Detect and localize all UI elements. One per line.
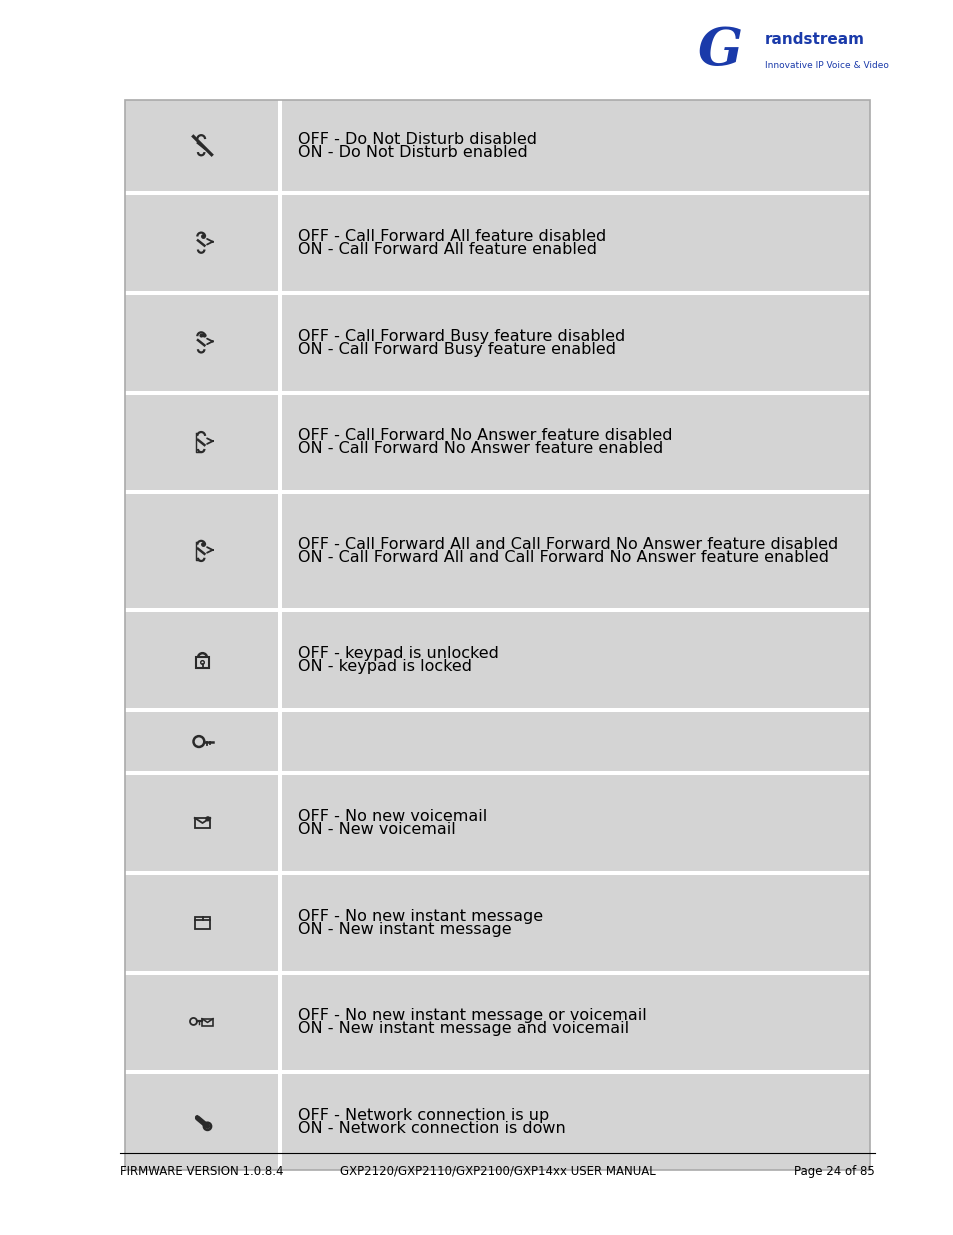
Bar (125, 613, 869, 708)
Text: ON - keypad is locked: ON - keypad is locked (297, 659, 472, 674)
Bar (125, 1074, 869, 1170)
Text: OFF - Do Not Disturb disabled: OFF - Do Not Disturb disabled (297, 132, 537, 147)
Bar (125, 711, 869, 771)
Text: OFF - No new instant message: OFF - No new instant message (297, 909, 542, 924)
Text: OFF - Network connection is up: OFF - Network connection is up (297, 1108, 549, 1123)
Bar (125, 974, 869, 1071)
Bar (125, 191, 869, 195)
Bar (194, 818, 210, 829)
Bar (125, 100, 869, 1170)
Bar (277, 874, 282, 971)
Circle shape (205, 816, 211, 821)
Bar (125, 871, 869, 874)
Bar (195, 657, 209, 668)
Bar (125, 394, 869, 490)
Text: OFF - keypad is unlocked: OFF - keypad is unlocked (297, 646, 498, 661)
Text: ON - New instant message: ON - New instant message (297, 921, 511, 936)
Text: FIRMWARE VERSION 1.0.8.4: FIRMWARE VERSION 1.0.8.4 (120, 1165, 283, 1178)
Text: G: G (697, 25, 741, 75)
Bar (125, 291, 869, 295)
Bar (125, 490, 869, 494)
Bar (277, 195, 282, 291)
Bar (125, 771, 869, 776)
Text: Innovative IP Voice & Video: Innovative IP Voice & Video (764, 61, 888, 69)
Text: ON - Do Not Disturb enabled: ON - Do Not Disturb enabled (297, 144, 527, 159)
Text: ON - Call Forward All and Call Forward No Answer feature enabled: ON - Call Forward All and Call Forward N… (297, 551, 828, 566)
Text: ON - New voicemail: ON - New voicemail (297, 823, 456, 837)
Bar (125, 295, 869, 390)
Bar (277, 776, 282, 871)
Bar (125, 494, 869, 608)
Text: randstream: randstream (764, 32, 864, 47)
Bar (195, 916, 210, 929)
Bar (277, 974, 282, 1071)
Bar (125, 1071, 869, 1074)
Bar (125, 100, 869, 191)
Bar (125, 195, 869, 291)
Text: Page 24 of 85: Page 24 of 85 (794, 1165, 874, 1178)
Text: ON - Call Forward No Answer feature enabled: ON - Call Forward No Answer feature enab… (297, 441, 662, 457)
Text: OFF - Call Forward Busy feature disabled: OFF - Call Forward Busy feature disabled (297, 329, 624, 343)
Bar (125, 874, 869, 971)
Text: OFF - Call Forward No Answer feature disabled: OFF - Call Forward No Answer feature dis… (297, 429, 672, 443)
Bar (277, 1074, 282, 1170)
Text: ON - Call Forward All feature enabled: ON - Call Forward All feature enabled (297, 242, 597, 257)
Text: ON - New instant message and voicemail: ON - New instant message and voicemail (297, 1021, 628, 1036)
Text: ON - Call Forward Busy feature enabled: ON - Call Forward Busy feature enabled (297, 342, 616, 357)
Bar (125, 971, 869, 974)
Text: GXP2120/GXP2110/GXP2100/GXP14xx USER MANUAL: GXP2120/GXP2110/GXP2100/GXP14xx USER MAN… (339, 1165, 655, 1178)
Text: OFF - Call Forward All and Call Forward No Answer feature disabled: OFF - Call Forward All and Call Forward … (297, 537, 838, 552)
Bar (125, 708, 869, 711)
Text: OFF - No new voicemail: OFF - No new voicemail (297, 809, 487, 824)
Bar (125, 390, 869, 394)
Text: OFF - No new instant message or voicemail: OFF - No new instant message or voicemai… (297, 1009, 646, 1024)
Bar (277, 613, 282, 708)
Bar (277, 711, 282, 771)
Text: OFF - Call Forward All feature disabled: OFF - Call Forward All feature disabled (297, 228, 605, 245)
Bar (277, 394, 282, 490)
Bar (202, 1019, 213, 1026)
Bar (125, 776, 869, 871)
Bar (277, 100, 282, 191)
Bar (277, 295, 282, 390)
Bar (125, 608, 869, 613)
Text: ON - Network connection is down: ON - Network connection is down (297, 1121, 565, 1136)
Bar (277, 494, 282, 608)
